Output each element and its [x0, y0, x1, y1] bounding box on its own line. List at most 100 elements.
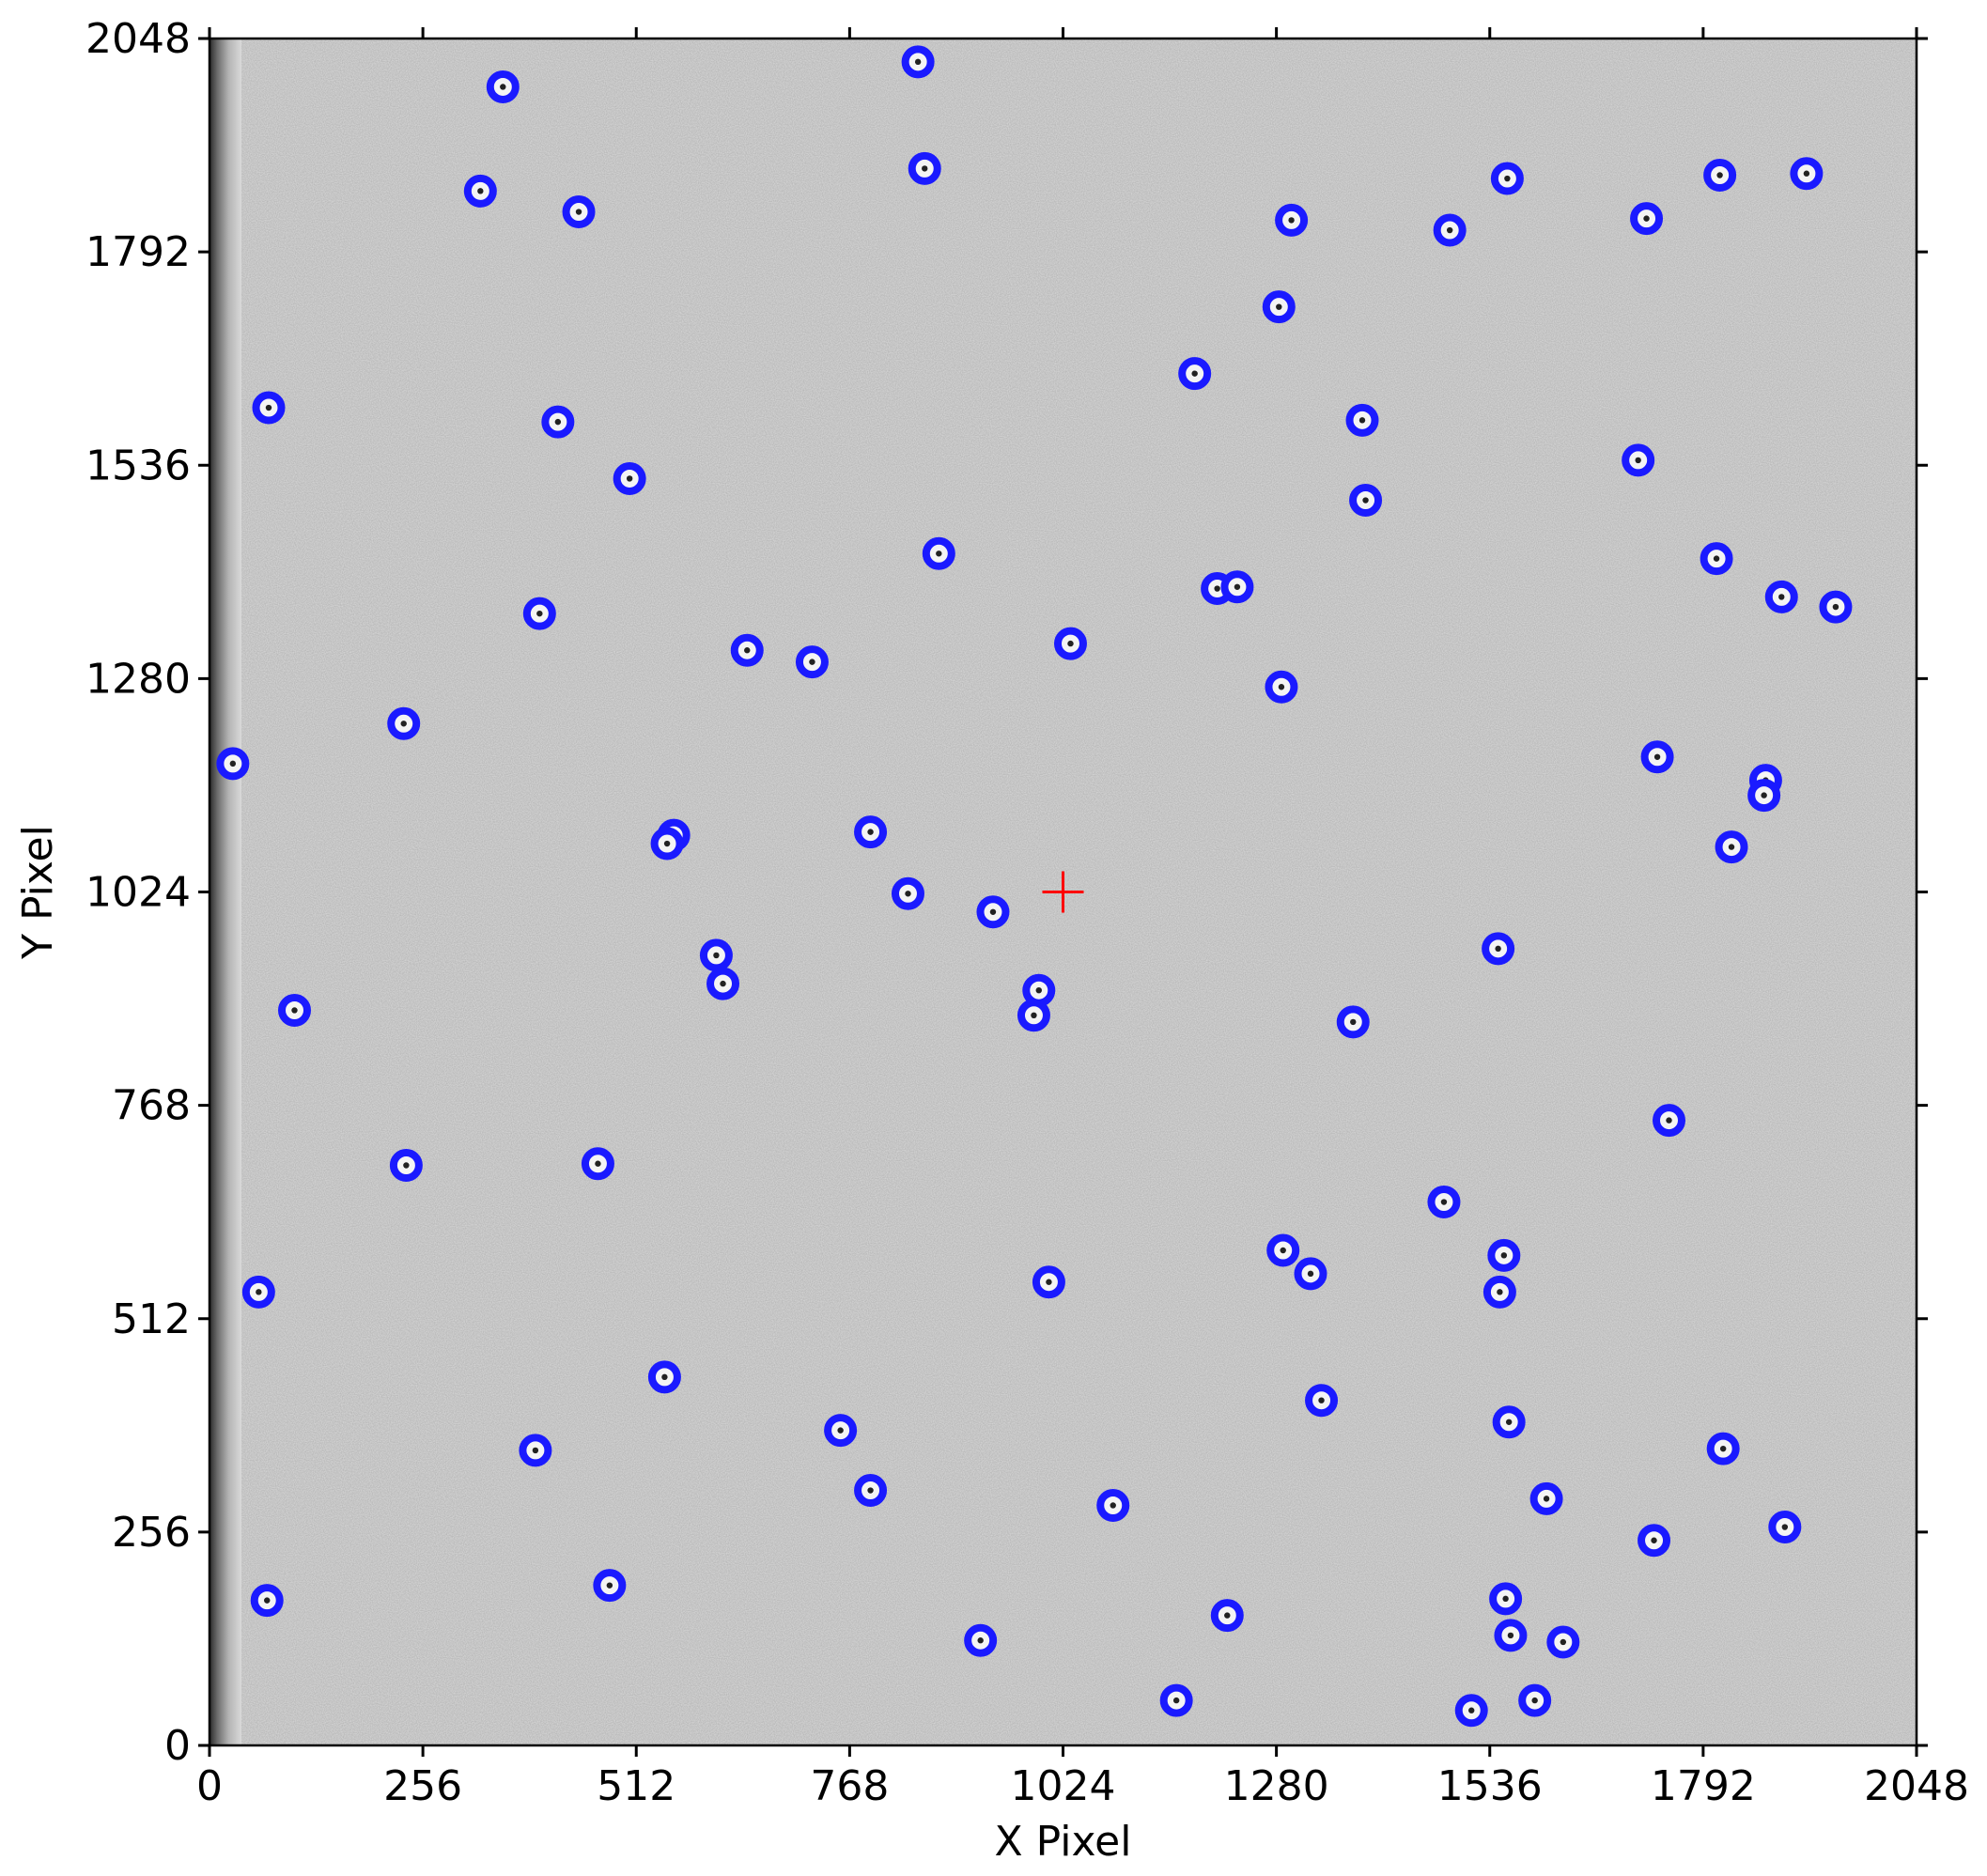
- star-marker: [277, 993, 311, 1027]
- star-marker: [901, 45, 935, 79]
- star-dot: [532, 1447, 539, 1454]
- star-marker: [1640, 740, 1674, 774]
- star-dot: [575, 209, 582, 215]
- star-marker: [976, 895, 1010, 929]
- star-dot: [1280, 1247, 1286, 1254]
- star-dot: [1666, 1117, 1672, 1124]
- star-dot: [1307, 1270, 1314, 1278]
- star-marker: [1262, 290, 1296, 324]
- star-dot: [1761, 792, 1767, 798]
- star-dot: [1358, 417, 1366, 424]
- star-marker: [824, 1414, 858, 1448]
- y-tick-label: 256: [112, 1509, 191, 1557]
- star-dot: [229, 760, 237, 767]
- star-dot: [1276, 303, 1282, 310]
- star-dot: [1778, 594, 1785, 600]
- star-marker: [593, 1569, 627, 1603]
- star-dot: [914, 58, 922, 66]
- star-dot: [1440, 1199, 1448, 1205]
- star-marker: [486, 70, 520, 103]
- star-marker: [1433, 213, 1467, 247]
- star-dot: [500, 84, 506, 90]
- star-dot: [1495, 945, 1501, 953]
- star-dot: [1781, 1524, 1789, 1530]
- star-dot: [1531, 1697, 1538, 1704]
- star-dot: [1504, 175, 1511, 182]
- star-marker: [216, 747, 250, 781]
- star-dot: [922, 165, 928, 172]
- star-dot: [1278, 684, 1285, 690]
- star-dot: [264, 1597, 271, 1604]
- star-marker: [1490, 162, 1524, 195]
- star-marker: [613, 461, 646, 495]
- star-marker: [519, 1434, 552, 1467]
- star-dot: [744, 647, 751, 654]
- image-left-edge-shading: [210, 39, 241, 1745]
- y-tick-label: 768: [112, 1082, 191, 1130]
- y-tick-label: 1536: [85, 442, 191, 489]
- star-marker: [650, 827, 684, 860]
- star-dot: [536, 610, 543, 617]
- star-marker: [241, 1275, 275, 1309]
- star-dot: [1035, 986, 1042, 994]
- star-dot: [1110, 1502, 1116, 1509]
- x-tick-label: 0: [196, 1762, 223, 1810]
- star-marker: [854, 815, 888, 849]
- star-dot: [626, 475, 633, 482]
- star-marker: [908, 151, 941, 185]
- star-marker: [1638, 1524, 1671, 1558]
- star-dot: [1716, 172, 1723, 178]
- star-marker: [1518, 1683, 1552, 1717]
- star-marker: [1622, 443, 1655, 477]
- star-marker: [647, 1360, 681, 1394]
- star-marker: [1700, 542, 1733, 576]
- x-tick-label: 1024: [1011, 1762, 1116, 1810]
- star-marker: [252, 391, 286, 425]
- star-dot: [1234, 583, 1241, 590]
- star-dot: [1214, 585, 1220, 592]
- star-dot: [403, 1162, 410, 1169]
- x-tick-label: 1536: [1437, 1762, 1543, 1810]
- star-dot: [1832, 603, 1840, 611]
- star-marker: [1336, 1005, 1370, 1039]
- star-marker: [795, 645, 829, 679]
- star-dot: [1505, 1419, 1513, 1425]
- star-dot: [1468, 1707, 1475, 1713]
- star-dot: [663, 840, 671, 847]
- star-marker: [1265, 670, 1298, 704]
- star-marker: [1529, 1481, 1563, 1515]
- star-dot: [1172, 1697, 1180, 1704]
- star-marker: [1494, 1619, 1528, 1652]
- star-marker: [1482, 1275, 1516, 1309]
- star-dot: [400, 721, 407, 727]
- star-dot: [713, 952, 720, 959]
- star-dot: [661, 1373, 668, 1381]
- star-marker: [1747, 779, 1781, 813]
- star-marker: [1096, 1488, 1130, 1522]
- x-tick-label: 2048: [1864, 1762, 1969, 1810]
- star-dot: [595, 1160, 601, 1167]
- star-marker: [387, 706, 421, 740]
- star-marker: [1022, 973, 1056, 1007]
- star-dot: [1653, 753, 1661, 760]
- star-dot: [1803, 170, 1810, 177]
- star-marker: [1345, 403, 1379, 437]
- y-axis-label: Y Pixel: [14, 825, 62, 960]
- star-marker: [1703, 159, 1737, 193]
- star-dot: [1288, 217, 1295, 224]
- star-marker: [1178, 357, 1212, 391]
- star-marker: [1652, 1104, 1685, 1138]
- star-dot: [1031, 1012, 1037, 1019]
- y-tick-label: 0: [164, 1722, 191, 1770]
- star-marker: [1032, 1265, 1065, 1299]
- star-dot: [905, 891, 911, 897]
- center-marker: [1042, 871, 1084, 913]
- star-dot: [1224, 1612, 1231, 1619]
- x-tick-label: 256: [383, 1762, 462, 1810]
- y-tick-label: 2048: [85, 15, 191, 63]
- marker-layer: [216, 45, 1853, 1728]
- star-dot: [606, 1582, 613, 1589]
- star-dot: [1507, 1632, 1514, 1639]
- star-marker: [522, 597, 556, 630]
- star-marker: [1630, 202, 1664, 236]
